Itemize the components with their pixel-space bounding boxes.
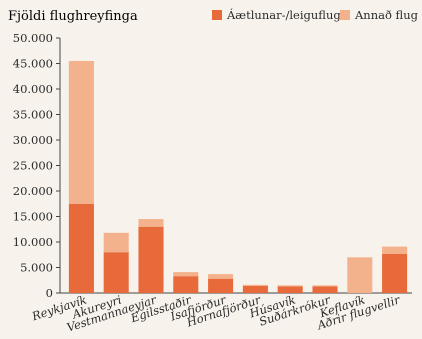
legend-label-other: Annað flug: [354, 8, 419, 22]
bar-other: [208, 274, 234, 279]
bars: [68, 60, 408, 293]
legend: Áætlunar-/leiguflug Annað flug: [212, 8, 419, 22]
y-tick-label: 15.000: [13, 210, 53, 224]
y-tick-label: 30.000: [13, 133, 53, 147]
bar-other: [68, 60, 94, 204]
y-tick-label: 40.000: [13, 82, 53, 96]
bar-other: [382, 246, 408, 254]
bar-other: [103, 232, 129, 253]
legend-swatch-other: [340, 10, 350, 20]
bar-scheduled: [277, 286, 303, 293]
bar-scheduled: [68, 203, 94, 293]
bar-other: [173, 272, 199, 277]
bar-scheduled: [138, 226, 164, 293]
y-ticks: 0 5.000 10.000 15.000 20.000 25.000 30.000 35.0…: [13, 31, 60, 300]
legend-label-scheduled: Áætlunar-/leiguflug: [226, 8, 341, 22]
y-axis-label: Fjöldi flughreyfinga: [8, 9, 138, 24]
bar-other: [312, 285, 338, 287]
bar-scheduled: [382, 253, 408, 293]
bar-scheduled: [208, 278, 234, 293]
bar-scheduled: [312, 286, 338, 293]
y-tick-label: 50.000: [13, 31, 53, 45]
bar-other: [347, 257, 373, 293]
y-tick-label: 45.000: [13, 57, 53, 71]
y-tick-label: 10.000: [13, 235, 53, 249]
bar-scheduled: [103, 252, 129, 293]
y-tick-label: 35.000: [13, 108, 53, 122]
y-tick-label: 0: [46, 286, 53, 300]
bar-scheduled: [242, 285, 268, 293]
legend-swatch-scheduled: [212, 10, 222, 20]
bar-scheduled: [173, 276, 199, 293]
bar-other: [277, 285, 303, 287]
x-tick-labels: ReykjavíkAkureyriVestmannaeyjarEgilsstað…: [29, 292, 403, 335]
y-tick-label: 5.000: [20, 261, 53, 275]
bar-other: [138, 219, 164, 227]
bar-other: [242, 284, 268, 286]
y-tick-label: 25.000: [13, 159, 53, 173]
y-tick-label: 20.000: [13, 184, 53, 198]
